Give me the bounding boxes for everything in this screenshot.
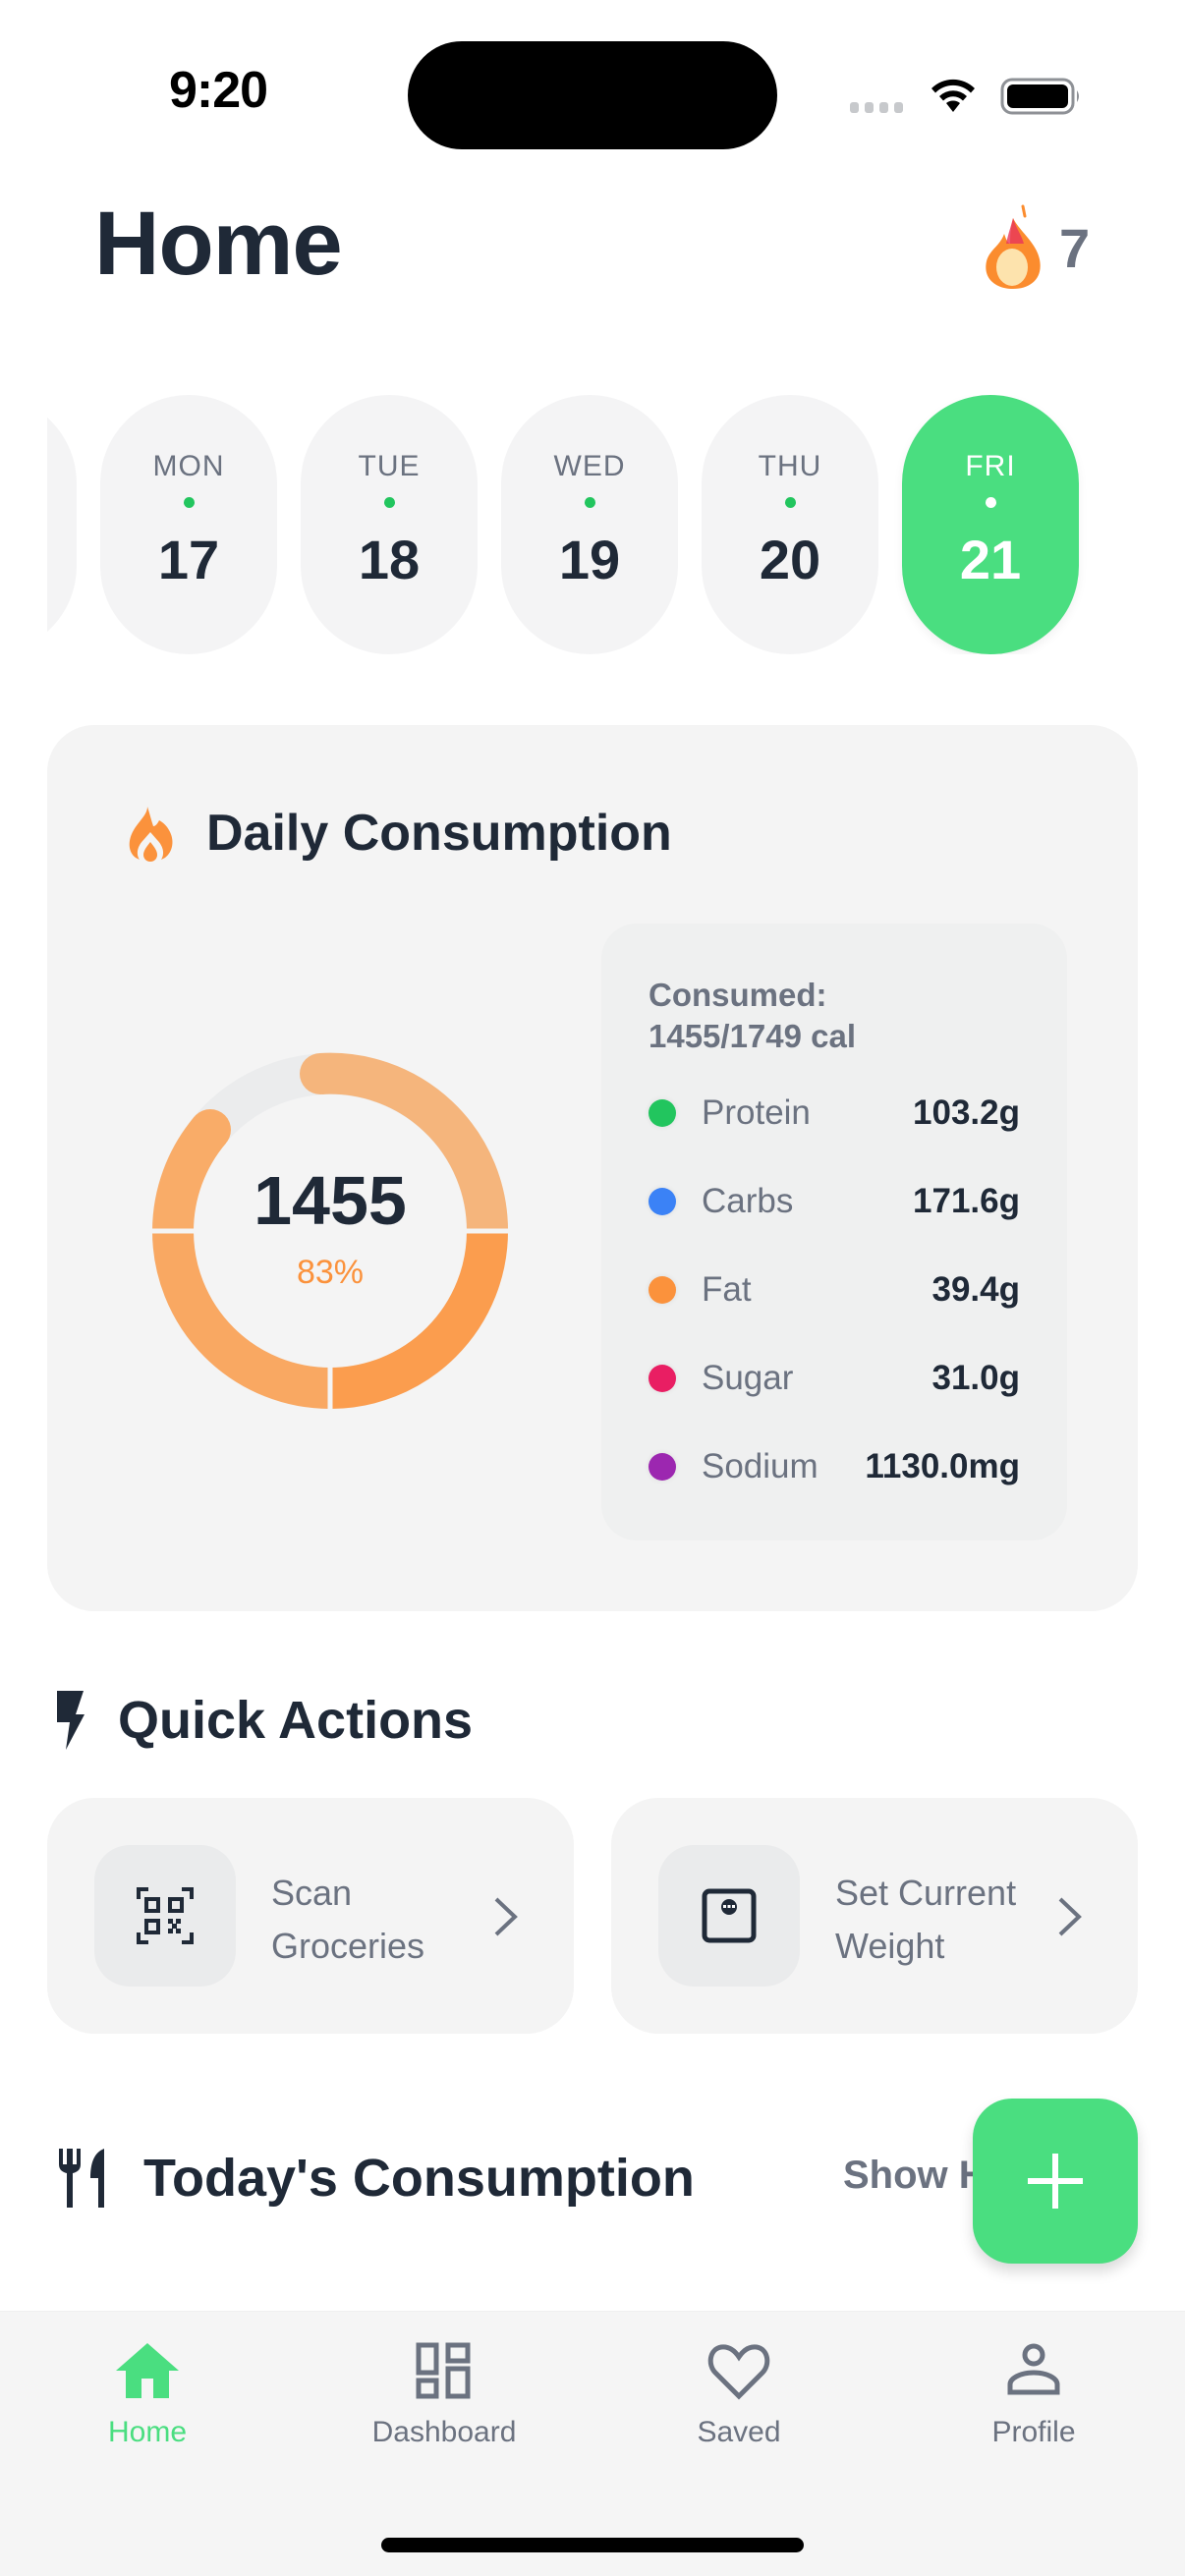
macro-value: 103.2g xyxy=(913,1093,1020,1132)
macro-name: Sodium xyxy=(702,1447,818,1485)
consumed-label: Consumed: xyxy=(649,977,827,1013)
fat-color-dot xyxy=(649,1276,676,1304)
lightning-icon xyxy=(57,1691,85,1750)
battery-icon xyxy=(1000,78,1079,115)
day-pill-fri-selected[interactable]: FRI 21 xyxy=(902,395,1079,654)
plus-icon xyxy=(1028,2154,1083,2209)
card-title: Daily Consumption xyxy=(206,805,672,862)
calorie-donut-chart xyxy=(151,1052,509,1410)
donut-center: 1455 83% xyxy=(151,1052,509,1410)
calories-consumed-value: 1455 xyxy=(254,1161,407,1239)
todays-consumption-header: Today's Consumption xyxy=(57,2148,695,2209)
macro-name: Sugar xyxy=(702,1359,794,1397)
person-icon xyxy=(1007,2343,1060,2395)
scan-groceries-button[interactable]: Scan Groceries xyxy=(47,1798,574,2034)
quick-actions-header: Quick Actions xyxy=(57,1690,473,1751)
dashboard-icon xyxy=(416,2342,471,2399)
streak-badge[interactable]: 7 xyxy=(979,204,1090,291)
day-pill-wed[interactable]: WED 19 xyxy=(501,395,678,654)
section-title: Quick Actions xyxy=(118,1691,474,1750)
macro-value: 171.6g xyxy=(913,1182,1020,1220)
flame-icon xyxy=(129,807,173,862)
page-title: Home xyxy=(94,194,343,294)
day-pill-tue[interactable]: TUE 18 xyxy=(301,395,478,654)
entry-indicator-dot xyxy=(985,497,996,508)
macro-name: Protein xyxy=(702,1093,811,1132)
entry-indicator-dot xyxy=(784,497,796,508)
status-time: 9:20 xyxy=(168,62,268,119)
day-of-week: TUE xyxy=(358,450,421,482)
tab-label: Dashboard xyxy=(371,2416,517,2448)
consumed-value: 1455/1749 cal xyxy=(649,1018,857,1054)
sodium-color-dot xyxy=(649,1453,676,1481)
protein-color-dot xyxy=(649,1099,676,1127)
macro-row-sugar: Sugar 31.0g xyxy=(649,1354,1020,1403)
show-history-link[interactable]: Show H xyxy=(843,2154,988,2197)
day-strip[interactable]: MON 17 TUE 18 WED 19 THU 20 FRI 21 xyxy=(47,395,1138,654)
macro-value: 39.4g xyxy=(931,1270,1021,1309)
carbs-color-dot xyxy=(649,1188,676,1215)
tab-profile[interactable]: Profile xyxy=(935,2341,1132,2449)
day-of-week: THU xyxy=(758,450,822,482)
tab-saved[interactable]: Saved xyxy=(641,2341,837,2449)
tab-label: Saved xyxy=(697,2416,781,2448)
sugar-color-dot xyxy=(649,1365,676,1392)
cellular-signal-icon xyxy=(850,102,903,113)
scale-icon xyxy=(702,1888,757,1943)
heart-icon xyxy=(707,2344,770,2400)
macro-name: Carbs xyxy=(702,1182,794,1220)
entry-indicator-dot xyxy=(383,497,395,508)
day-number: 19 xyxy=(558,529,621,590)
daily-consumption-card: Daily Consumption 1455 83% Consumed: 145… xyxy=(47,725,1138,1611)
day-number: 21 xyxy=(959,529,1022,590)
day-of-week: MON xyxy=(152,450,225,482)
card-header: Daily Consumption xyxy=(126,804,672,863)
action-label: Scan Groceries xyxy=(271,1873,425,1966)
qr-scan-icon xyxy=(137,1887,194,1944)
macro-name: Fat xyxy=(702,1270,752,1309)
tab-dashboard[interactable]: Dashboard xyxy=(346,2341,542,2449)
streak-count: 7 xyxy=(1059,216,1091,279)
add-food-button[interactable] xyxy=(973,2099,1138,2264)
chevron-right-icon xyxy=(1058,1897,1082,1936)
tab-home[interactable]: Home xyxy=(49,2341,246,2449)
day-pill-thu[interactable]: THU 20 xyxy=(702,395,878,654)
day-of-week: FRI xyxy=(965,450,1016,482)
entry-indicator-dot xyxy=(584,497,595,508)
tab-label: Home xyxy=(107,2416,188,2448)
day-number: 17 xyxy=(157,529,220,590)
home-indicator xyxy=(381,2538,804,2552)
utensils-icon xyxy=(59,2149,104,2208)
macro-value: 1130.0mg xyxy=(865,1447,1020,1485)
tab-bar: Home Dashboard Saved Profile xyxy=(0,2311,1185,2576)
calorie-percent: 83% xyxy=(296,1253,365,1291)
action-icon-box xyxy=(658,1845,800,1987)
entry-indicator-dot xyxy=(183,497,195,508)
macro-row-protein: Protein 103.2g xyxy=(649,1089,1020,1138)
tab-label: Profile xyxy=(991,2416,1076,2448)
macro-panel: Consumed: 1455/1749 cal Protein 103.2g C… xyxy=(601,924,1067,1540)
macro-row-sodium: Sodium 1130.0mg xyxy=(649,1442,1020,1491)
day-of-week: WED xyxy=(553,450,626,482)
macro-row-fat: Fat 39.4g xyxy=(649,1265,1020,1315)
dynamic-island xyxy=(408,41,777,149)
day-pill-mon[interactable]: MON 17 xyxy=(100,395,277,654)
macro-value: 31.0g xyxy=(931,1359,1021,1397)
day-number: 20 xyxy=(759,529,821,590)
action-label: Set Current Weight xyxy=(835,1873,1017,1966)
section-title: Today's Consumption xyxy=(143,2149,695,2208)
day-number: 18 xyxy=(358,529,421,590)
wifi-icon xyxy=(931,79,975,112)
action-icon-box xyxy=(94,1845,236,1987)
chevron-right-icon xyxy=(494,1897,518,1936)
day-pill-previous[interactable] xyxy=(47,395,77,654)
fire-icon xyxy=(986,204,1041,289)
macro-row-carbs: Carbs 171.6g xyxy=(649,1177,1020,1226)
set-current-weight-button[interactable]: Set Current Weight xyxy=(611,1798,1138,2034)
home-icon xyxy=(116,2343,179,2398)
